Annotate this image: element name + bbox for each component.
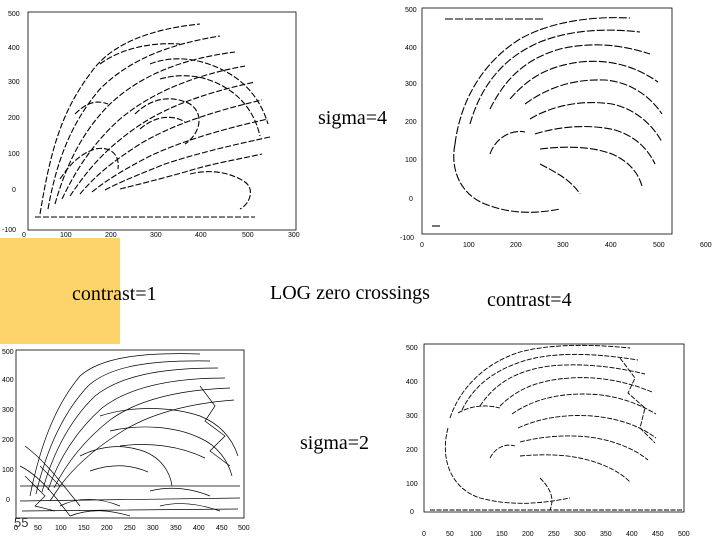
plot-bottom-left-svg: 0 50 100 150 200 250 300 350 400 450 500…: [2, 349, 250, 532]
plot-frame: [421, 7, 673, 235]
contrast-right-label: contrast=4: [487, 289, 572, 311]
x-tick: 450: [652, 531, 664, 538]
plot-bottom-left: 0 50 100 150 200 250 300 350 400 450 500…: [0, 346, 252, 540]
x-tick: 200: [510, 242, 522, 249]
edge-contours: [430, 344, 682, 511]
edge-texture: [19, 353, 241, 517]
x-tick: 400: [195, 232, 207, 239]
y-tick: 500: [2, 349, 14, 356]
x-tick: 100: [470, 531, 482, 538]
x-tick: 150: [78, 525, 90, 532]
x-tick: 150: [496, 531, 508, 538]
x-tick: 50: [446, 531, 454, 538]
x-tick: 200: [105, 232, 117, 239]
y-tick: 0: [12, 187, 16, 194]
y-ticks: 500 400 300 200 100 0 -100: [400, 7, 417, 242]
y-tick: 100: [8, 151, 20, 158]
y-tick: 200: [406, 447, 418, 454]
x-tick: 600: [700, 242, 712, 249]
y-tick: -100: [2, 227, 16, 234]
plot-frame: [423, 343, 685, 513]
edge-contours: [432, 17, 663, 227]
x-tick: 0: [422, 531, 426, 538]
y-tick: 0: [6, 497, 10, 504]
x-tick: 300: [150, 232, 162, 239]
x-tick: 300: [574, 531, 586, 538]
center-title: LOG zero crossings: [270, 282, 430, 304]
y-ticks: 500 400 300 200 100 0: [2, 349, 14, 504]
x-tick: 250: [548, 531, 560, 538]
y-ticks: 500 400 300 200 100 0: [406, 345, 418, 516]
x-tick: 500: [653, 242, 665, 249]
y-tick: 200: [8, 115, 20, 122]
plot-bottom-right-svg: 0 50 100 150 200 250 300 350 400 450 500…: [406, 343, 690, 538]
x-tick: 400: [605, 242, 617, 249]
plot-top-left-svg: 0 100 200 300 400 500 300 500 400 300 20…: [2, 11, 300, 239]
y-tick: 200: [405, 119, 417, 126]
x-tick: 300: [557, 242, 569, 249]
x-tick: 100: [463, 242, 475, 249]
x-tick: 300: [147, 525, 159, 532]
x-tick: 50: [34, 525, 42, 532]
x-ticks: 0 100 200 300 400 500 600: [420, 242, 712, 249]
x-tick: 400: [626, 531, 638, 538]
x-ticks: 0 50 100 150 200 250 300 350 400 450 500: [422, 531, 690, 538]
y-tick: 300: [2, 407, 14, 414]
x-tick: 500: [242, 232, 254, 239]
contrast-left-label: contrast=1: [72, 283, 157, 305]
x-tick: 200: [522, 531, 534, 538]
y-tick: 300: [406, 413, 418, 420]
y-tick: 100: [406, 481, 418, 488]
plot-top-left: 0 100 200 300 400 500 300 500 400 300 20…: [0, 4, 300, 239]
x-ticks: 0 100 200 300 400 500 300: [22, 232, 300, 239]
x-tick: 450: [216, 525, 228, 532]
y-tick: 500: [405, 7, 417, 14]
y-tick: 100: [405, 157, 417, 164]
y-tick: 0: [409, 196, 413, 203]
x-tick: 250: [124, 525, 136, 532]
edge-contours: [35, 23, 271, 218]
x-tick: 100: [60, 232, 72, 239]
plot-frame: [27, 11, 297, 231]
x-tick: 350: [600, 531, 612, 538]
y-tick: 0: [410, 509, 414, 516]
y-tick: 500: [406, 345, 418, 352]
x-tick: 200: [101, 525, 113, 532]
y-tick: 400: [406, 379, 418, 386]
y-tick: 300: [405, 81, 417, 88]
x-tick: 0: [14, 525, 18, 532]
y-tick: 400: [405, 45, 417, 52]
x-tick: 400: [193, 525, 205, 532]
plot-frame: [15, 349, 245, 519]
y-ticks: 500 400 300 200 100 0 -100: [2, 11, 20, 234]
sigma-top-label: sigma=4: [318, 107, 388, 129]
y-tick: 100: [2, 467, 14, 474]
x-tick: 0: [420, 242, 424, 249]
x-tick: 100: [55, 525, 67, 532]
sigma-bottom-label: sigma=2: [300, 432, 370, 454]
y-tick: 400: [2, 377, 14, 384]
x-tick: 350: [170, 525, 182, 532]
y-tick: -100: [400, 235, 414, 242]
x-tick: 300: [288, 232, 300, 239]
y-tick: 300: [8, 79, 20, 86]
slide-number: 55: [14, 515, 29, 530]
x-ticks: 0 50 100 150 200 250 300 350 400 450 500: [14, 525, 250, 532]
y-tick: 400: [8, 45, 20, 52]
plot-top-right: 0 100 200 300 400 500 600 500 400 300 20…: [400, 4, 716, 249]
plot-bottom-right: 0 50 100 150 200 250 300 350 400 450 500…: [400, 338, 716, 540]
x-tick: 500: [238, 525, 250, 532]
y-tick: 500: [8, 11, 20, 18]
accent-block: [0, 238, 120, 344]
x-tick: 0: [22, 232, 26, 239]
x-tick: 500: [678, 531, 690, 538]
y-tick: 200: [2, 437, 14, 444]
plot-top-right-svg: 0 100 200 300 400 500 600 500 400 300 20…: [400, 7, 712, 249]
